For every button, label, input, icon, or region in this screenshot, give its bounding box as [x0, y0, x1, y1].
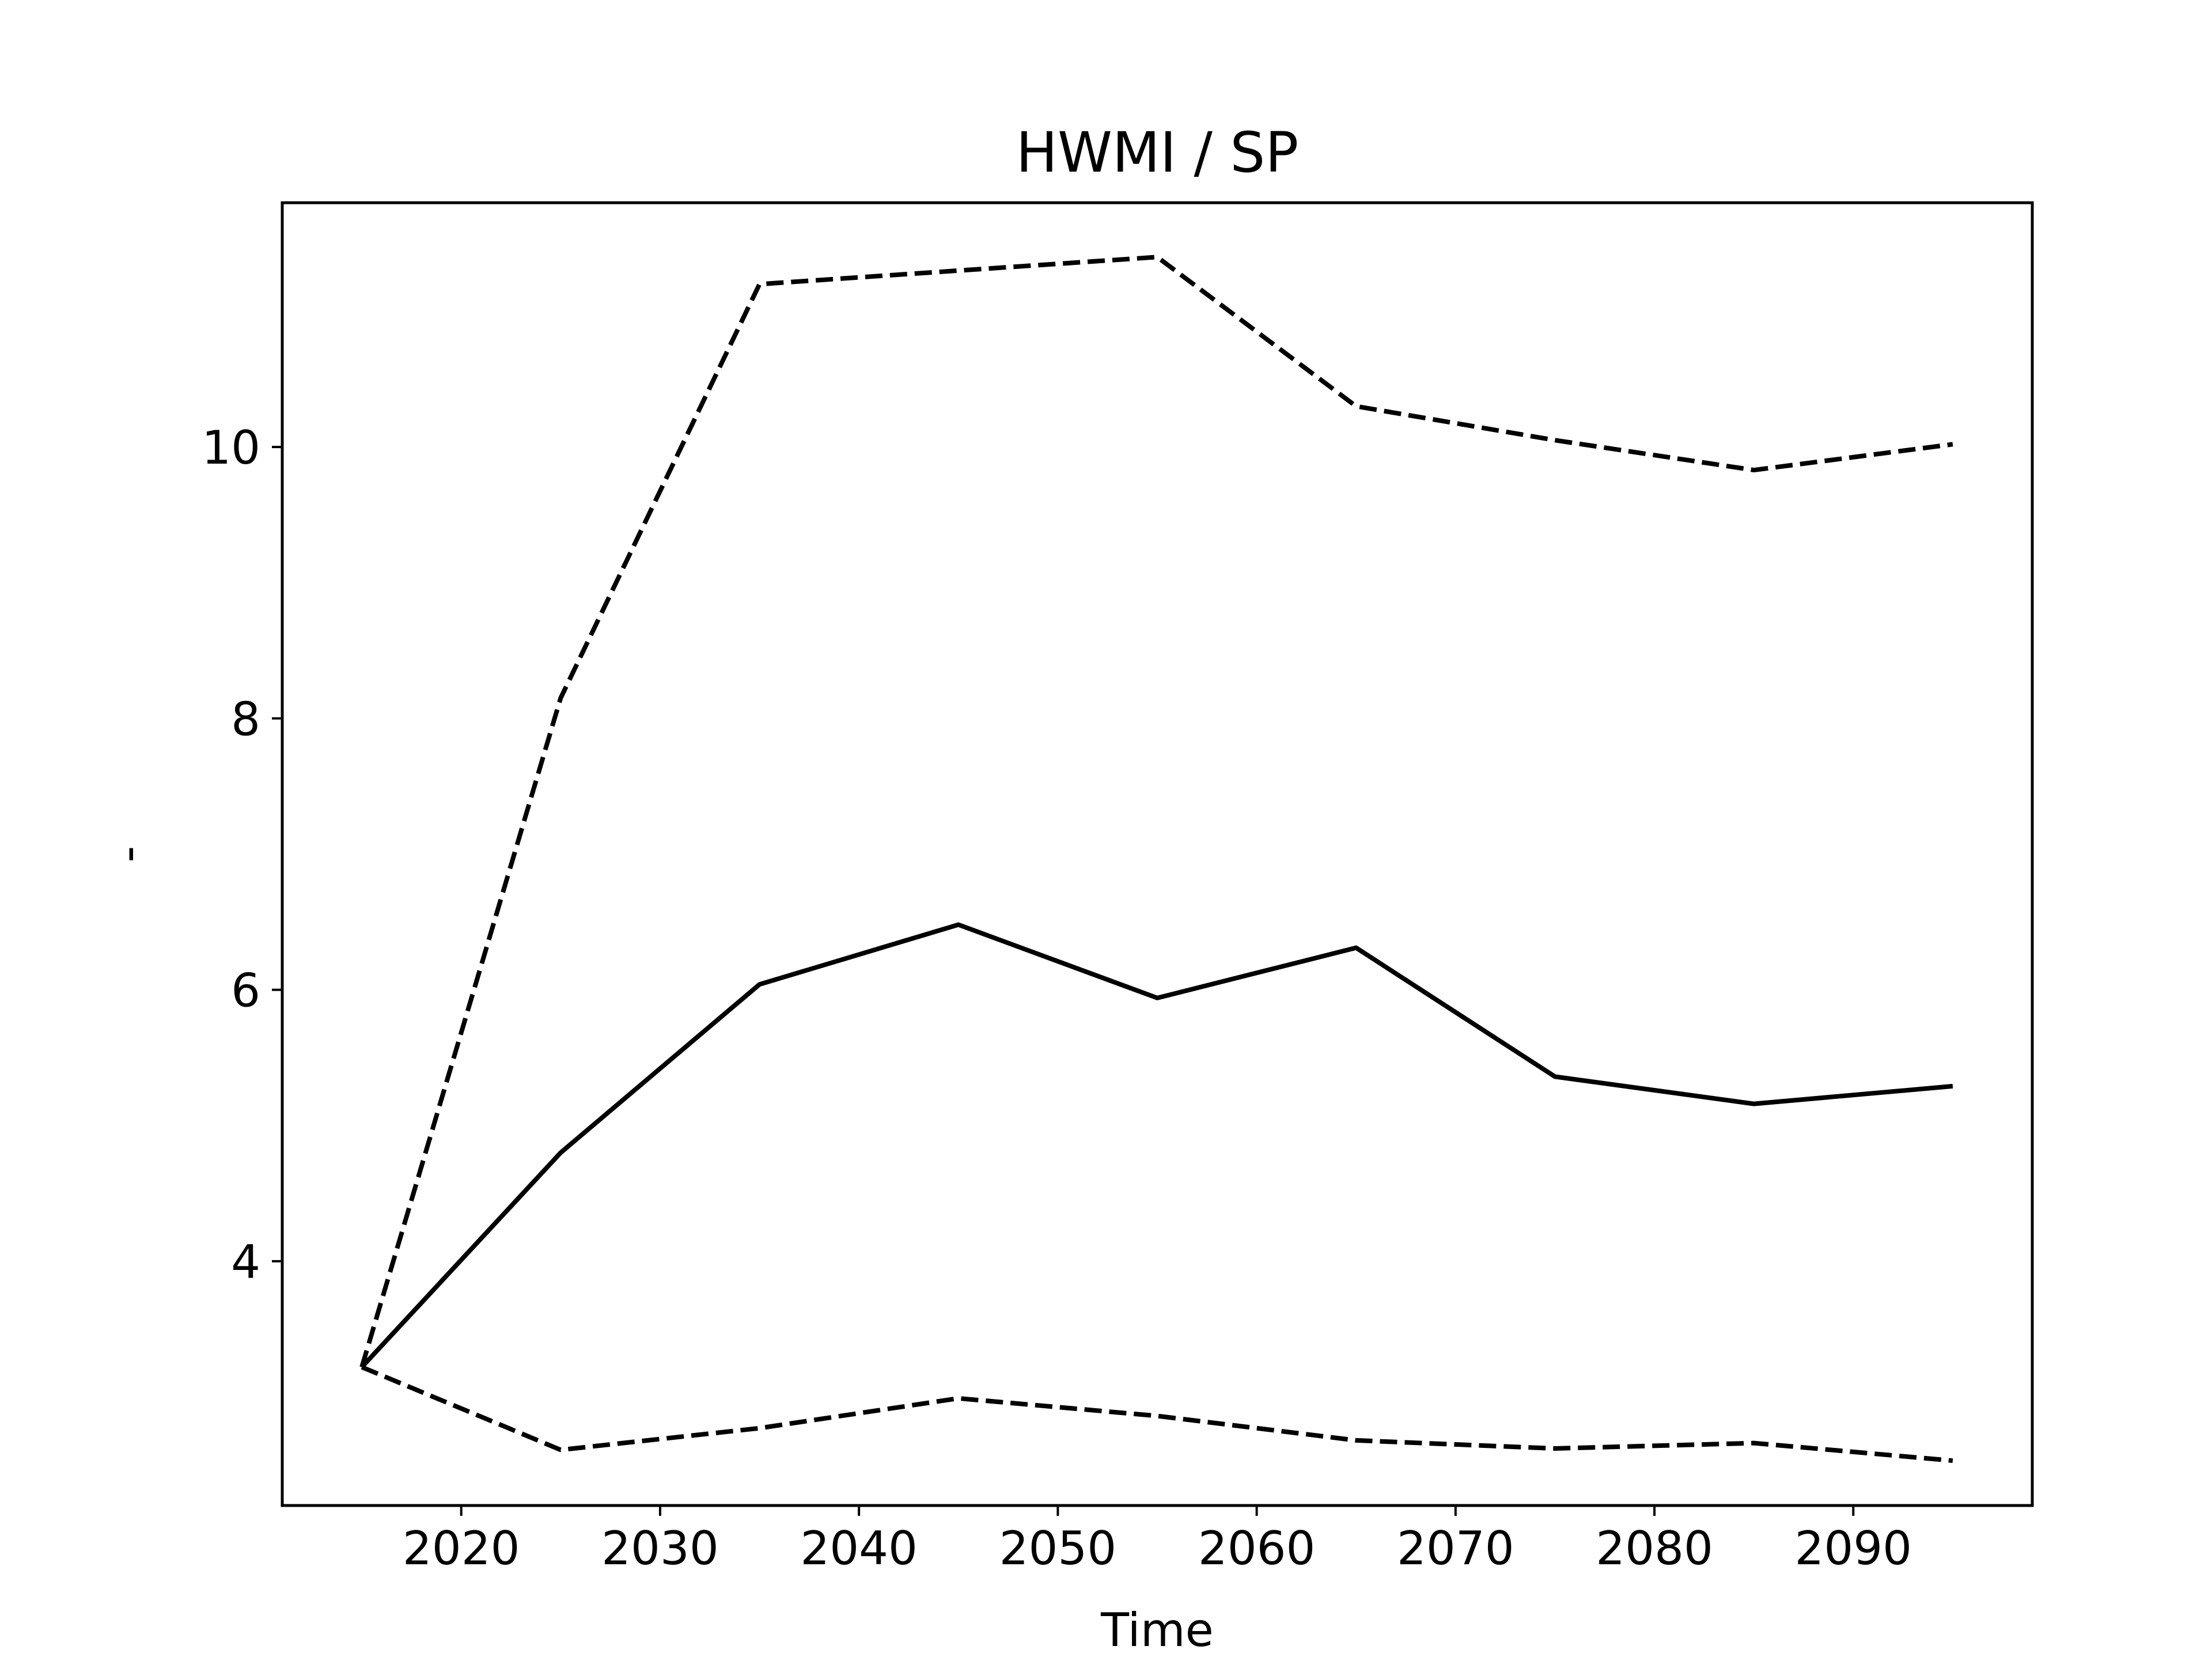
y-tick-label: 6 [231, 964, 260, 1018]
series-line-3 [361, 1365, 1953, 1463]
y-tick-label: 10 [202, 421, 260, 475]
x-tick-label: 2050 [999, 1522, 1117, 1575]
x-tick-label: 2090 [1794, 1522, 1912, 1575]
series-line-1 [360, 922, 1953, 1369]
y-tick-label: 8 [231, 692, 260, 746]
chart-title: HWMI / SP [1016, 120, 1298, 185]
axes-frame [281, 201, 2034, 1507]
x-tick-label: 2070 [1397, 1522, 1514, 1575]
x-tick-label: 2040 [800, 1522, 918, 1575]
y-axis-label: - [101, 846, 155, 863]
series-line-2 [359, 255, 1953, 1368]
y-tick-label: 4 [231, 1235, 260, 1289]
x-tick-label: 2080 [1596, 1522, 1713, 1575]
x-axis-label: Time [1100, 1603, 1214, 1657]
x-tick-label: 2060 [1198, 1522, 1316, 1575]
x-tick-label: 2030 [601, 1522, 719, 1575]
x-tick-label: 2020 [403, 1522, 520, 1575]
